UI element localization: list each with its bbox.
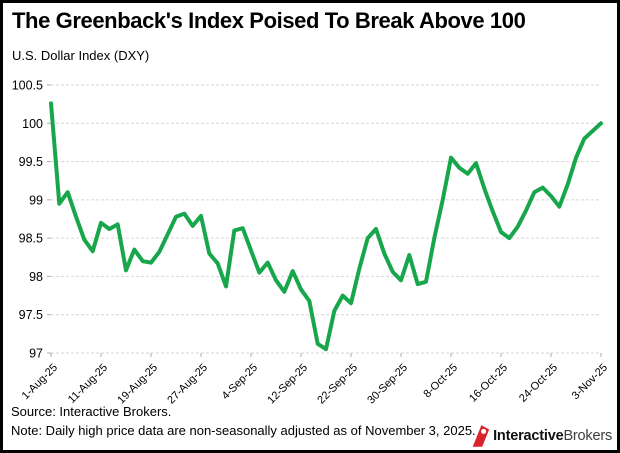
x-tick-label: 1-Aug-25	[20, 362, 60, 402]
interactive-brokers-icon	[472, 425, 490, 447]
x-tick-label: 27-Aug-25	[165, 362, 210, 407]
dxy-line-chart: 100.5 100 99.5 99 98.5 98 97.5 971-Aug-25 11-Aug…	[12, 79, 610, 407]
x-tick-label: 4-Sep-25	[220, 362, 260, 402]
y-tick-label: 98	[29, 270, 43, 284]
y-tick-label: 97	[29, 347, 43, 361]
chart-subtitle: U.S. Dollar Index (DXY)	[12, 48, 150, 63]
y-tick-label: 100.5	[12, 79, 43, 93]
y-tick-label: 99	[29, 193, 43, 207]
x-tick-label: 8-Oct-25	[421, 362, 460, 401]
y-tick-label: 99.5	[19, 155, 43, 169]
x-tick-label: 24-Oct-25	[517, 362, 560, 405]
y-tick-label: 97.5	[19, 308, 43, 322]
x-tick-label: 19-Aug-25	[115, 362, 160, 407]
page-title: The Greenback's Index Poised To Break Ab…	[12, 8, 526, 33]
x-tick-label: 30-Sep-25	[365, 362, 410, 407]
x-tick-label: 16-Oct-25	[467, 362, 510, 405]
x-tick-label: 11-Aug-25	[66, 362, 110, 406]
y-tick-label: 100	[22, 117, 43, 131]
y-tick-label: 98.5	[19, 232, 43, 246]
x-tick-label: 12-Sep-25	[265, 362, 310, 407]
dxy-price-line	[49, 101, 603, 352]
x-tick-label: 22-Sep-25	[315, 362, 360, 407]
interactive-brokers-logo: InteractiveBrokers	[471, 424, 612, 448]
x-tick-label: 3-Nov-25	[570, 362, 610, 402]
logo-wordmark: InteractiveBrokers	[493, 428, 612, 444]
note-text: Note: Daily high price data are non-seas…	[11, 423, 476, 438]
source-text: Source: Interactive Brokers.	[11, 404, 172, 419]
